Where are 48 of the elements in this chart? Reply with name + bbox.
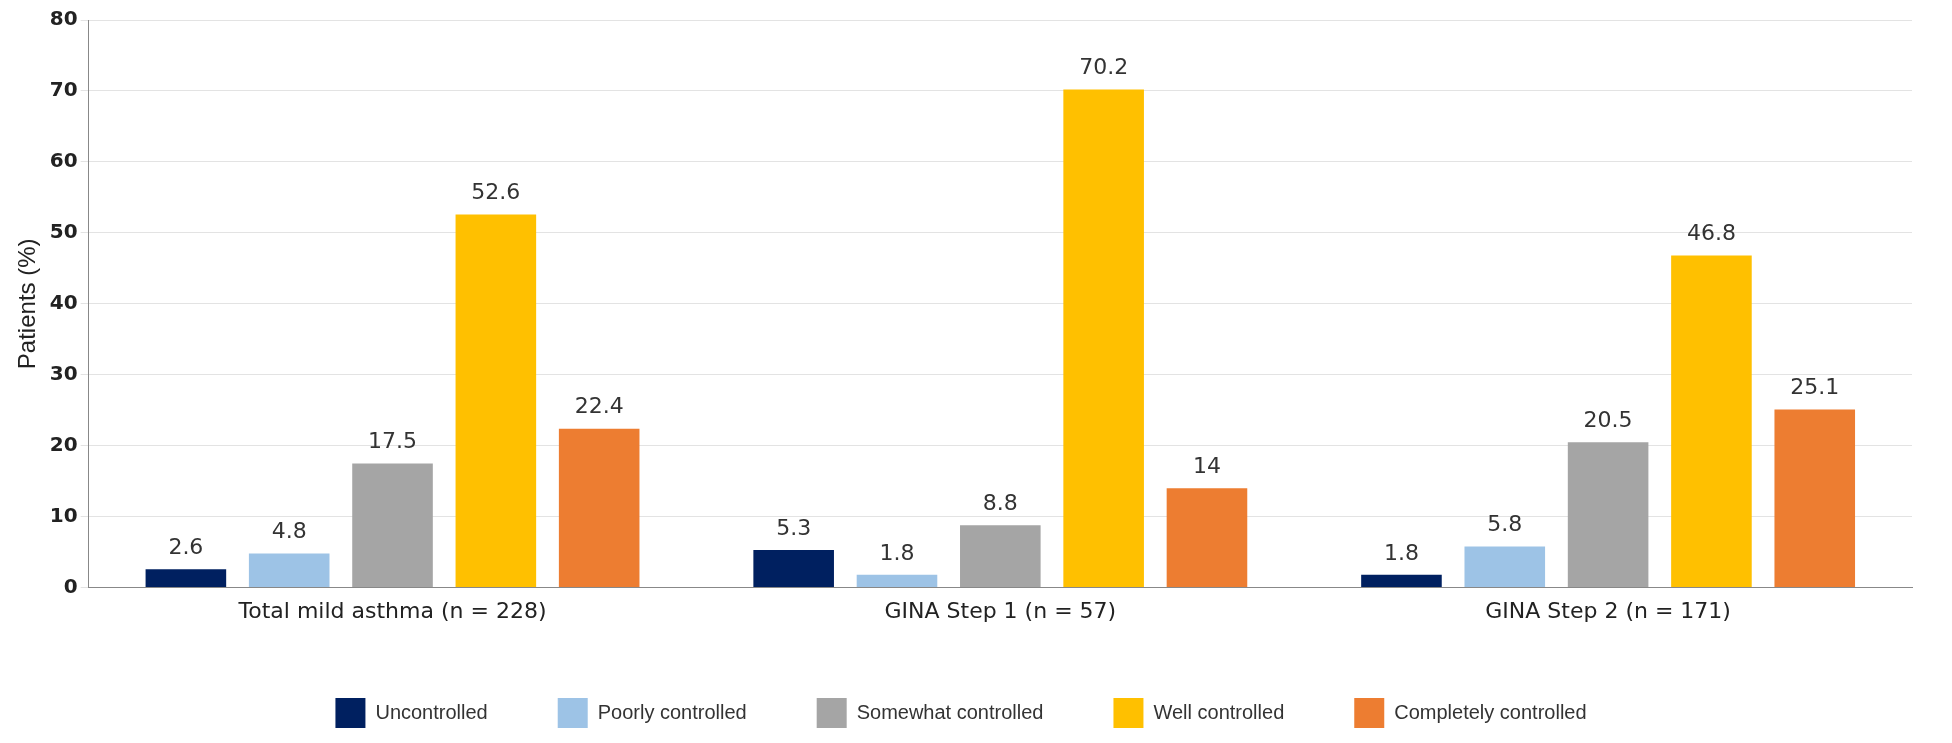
bar <box>1567 442 1649 588</box>
bar <box>558 428 640 588</box>
y-tick-label: 0 <box>63 573 78 598</box>
legend-label: Completely controlled <box>1394 700 1587 723</box>
data-label: 22.4 <box>574 393 624 419</box>
data-label: 14 <box>1192 452 1221 478</box>
data-label: 1.8 <box>879 539 915 565</box>
y-tick-label: 30 <box>49 360 78 385</box>
data-label: 46.8 <box>1686 220 1736 246</box>
bar <box>1774 409 1856 588</box>
bar <box>145 569 227 588</box>
bar <box>1166 488 1248 588</box>
data-label: 2.6 <box>168 533 204 559</box>
y-tick-label: 40 <box>49 290 78 314</box>
y-tick-label: 80 <box>49 6 78 31</box>
bar <box>1361 574 1442 588</box>
data-label: 70.2 <box>1079 54 1129 80</box>
bar <box>1464 546 1546 588</box>
x-tick-label: GINA Step 2 (n = 171) <box>1485 597 1731 623</box>
y-tick-label: 50 <box>49 219 78 244</box>
y-tick-label: 10 <box>49 502 78 527</box>
bar <box>248 553 330 588</box>
bar <box>960 525 1041 588</box>
data-label: 4.8 <box>271 518 307 544</box>
y-tick-label: 20 <box>49 431 78 456</box>
legend-label: Uncontrolled <box>375 700 488 723</box>
y-tick-label: 70 <box>49 77 78 102</box>
y-tick-label: 60 <box>49 148 78 173</box>
bar <box>1671 255 1752 588</box>
bar <box>455 214 537 588</box>
data-label: 20.5 <box>1583 406 1633 432</box>
x-tick-label: GINA Step 1 (n = 57) <box>884 597 1117 623</box>
x-tick-label: Total mild asthma (n = 228) <box>237 597 547 623</box>
data-label: 5.8 <box>1487 511 1523 537</box>
data-label: 1.8 <box>1383 539 1419 565</box>
y-axis-title: Patients (%) <box>13 238 41 370</box>
legend-label: Poorly controlled <box>597 700 747 723</box>
data-label: 52.6 <box>471 179 521 205</box>
bar <box>352 463 433 588</box>
data-label: 17.5 <box>368 428 418 454</box>
bar <box>856 574 938 588</box>
bar <box>753 550 834 588</box>
legend-label: Somewhat controlled <box>856 700 1044 723</box>
data-label: 8.8 <box>982 489 1018 515</box>
data-label: 25.1 <box>1790 374 1840 400</box>
legend-label: Well controlled <box>1153 700 1285 723</box>
data-label: 5.3 <box>776 514 812 540</box>
bar <box>1063 89 1144 588</box>
